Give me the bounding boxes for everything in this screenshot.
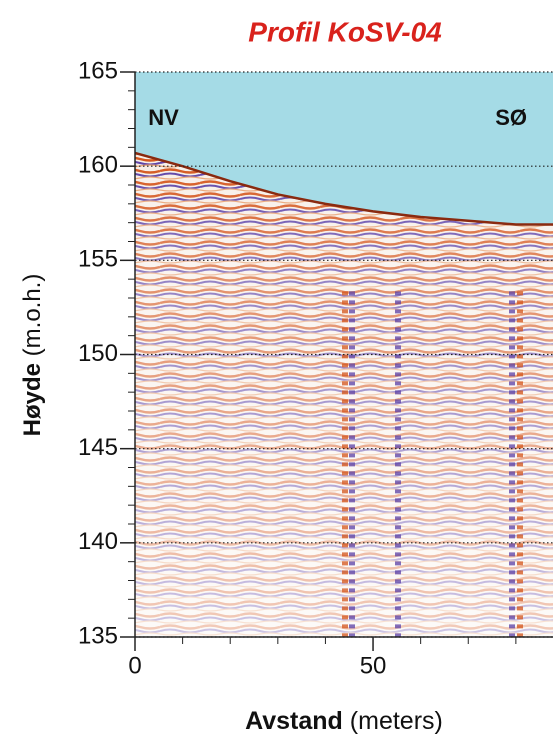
y-tick-label: 155 bbox=[78, 246, 118, 273]
y-label-main: Høyde bbox=[19, 363, 46, 436]
y-tick-label: 165 bbox=[78, 57, 118, 84]
x-tick-label: 0 bbox=[128, 652, 141, 679]
x-tick-label: 50 bbox=[360, 652, 387, 679]
y-tick-label: 135 bbox=[78, 622, 118, 649]
y-tick-label: 140 bbox=[78, 528, 118, 555]
water bbox=[135, 72, 553, 225]
x-label-unit: (meters) bbox=[350, 707, 443, 735]
chart-title: Profil KoSV-04 bbox=[248, 16, 442, 47]
annotation: NV bbox=[148, 105, 179, 130]
y-label-unit: (m.o.h.) bbox=[19, 274, 46, 357]
sediment-fade bbox=[135, 152, 553, 637]
annotation: SØ bbox=[495, 105, 527, 130]
x-label-main: Avstand bbox=[245, 707, 343, 735]
y-tick-label: 150 bbox=[78, 340, 118, 367]
plot-area bbox=[135, 72, 553, 637]
y-tick-label: 145 bbox=[78, 434, 118, 461]
seabed-line bbox=[135, 151, 553, 226]
y-axis-label: Høyde (m.o.h.) bbox=[19, 274, 46, 437]
x-axis-label: Avstand (meters) bbox=[245, 707, 443, 735]
y-tick-label: 160 bbox=[78, 152, 118, 179]
